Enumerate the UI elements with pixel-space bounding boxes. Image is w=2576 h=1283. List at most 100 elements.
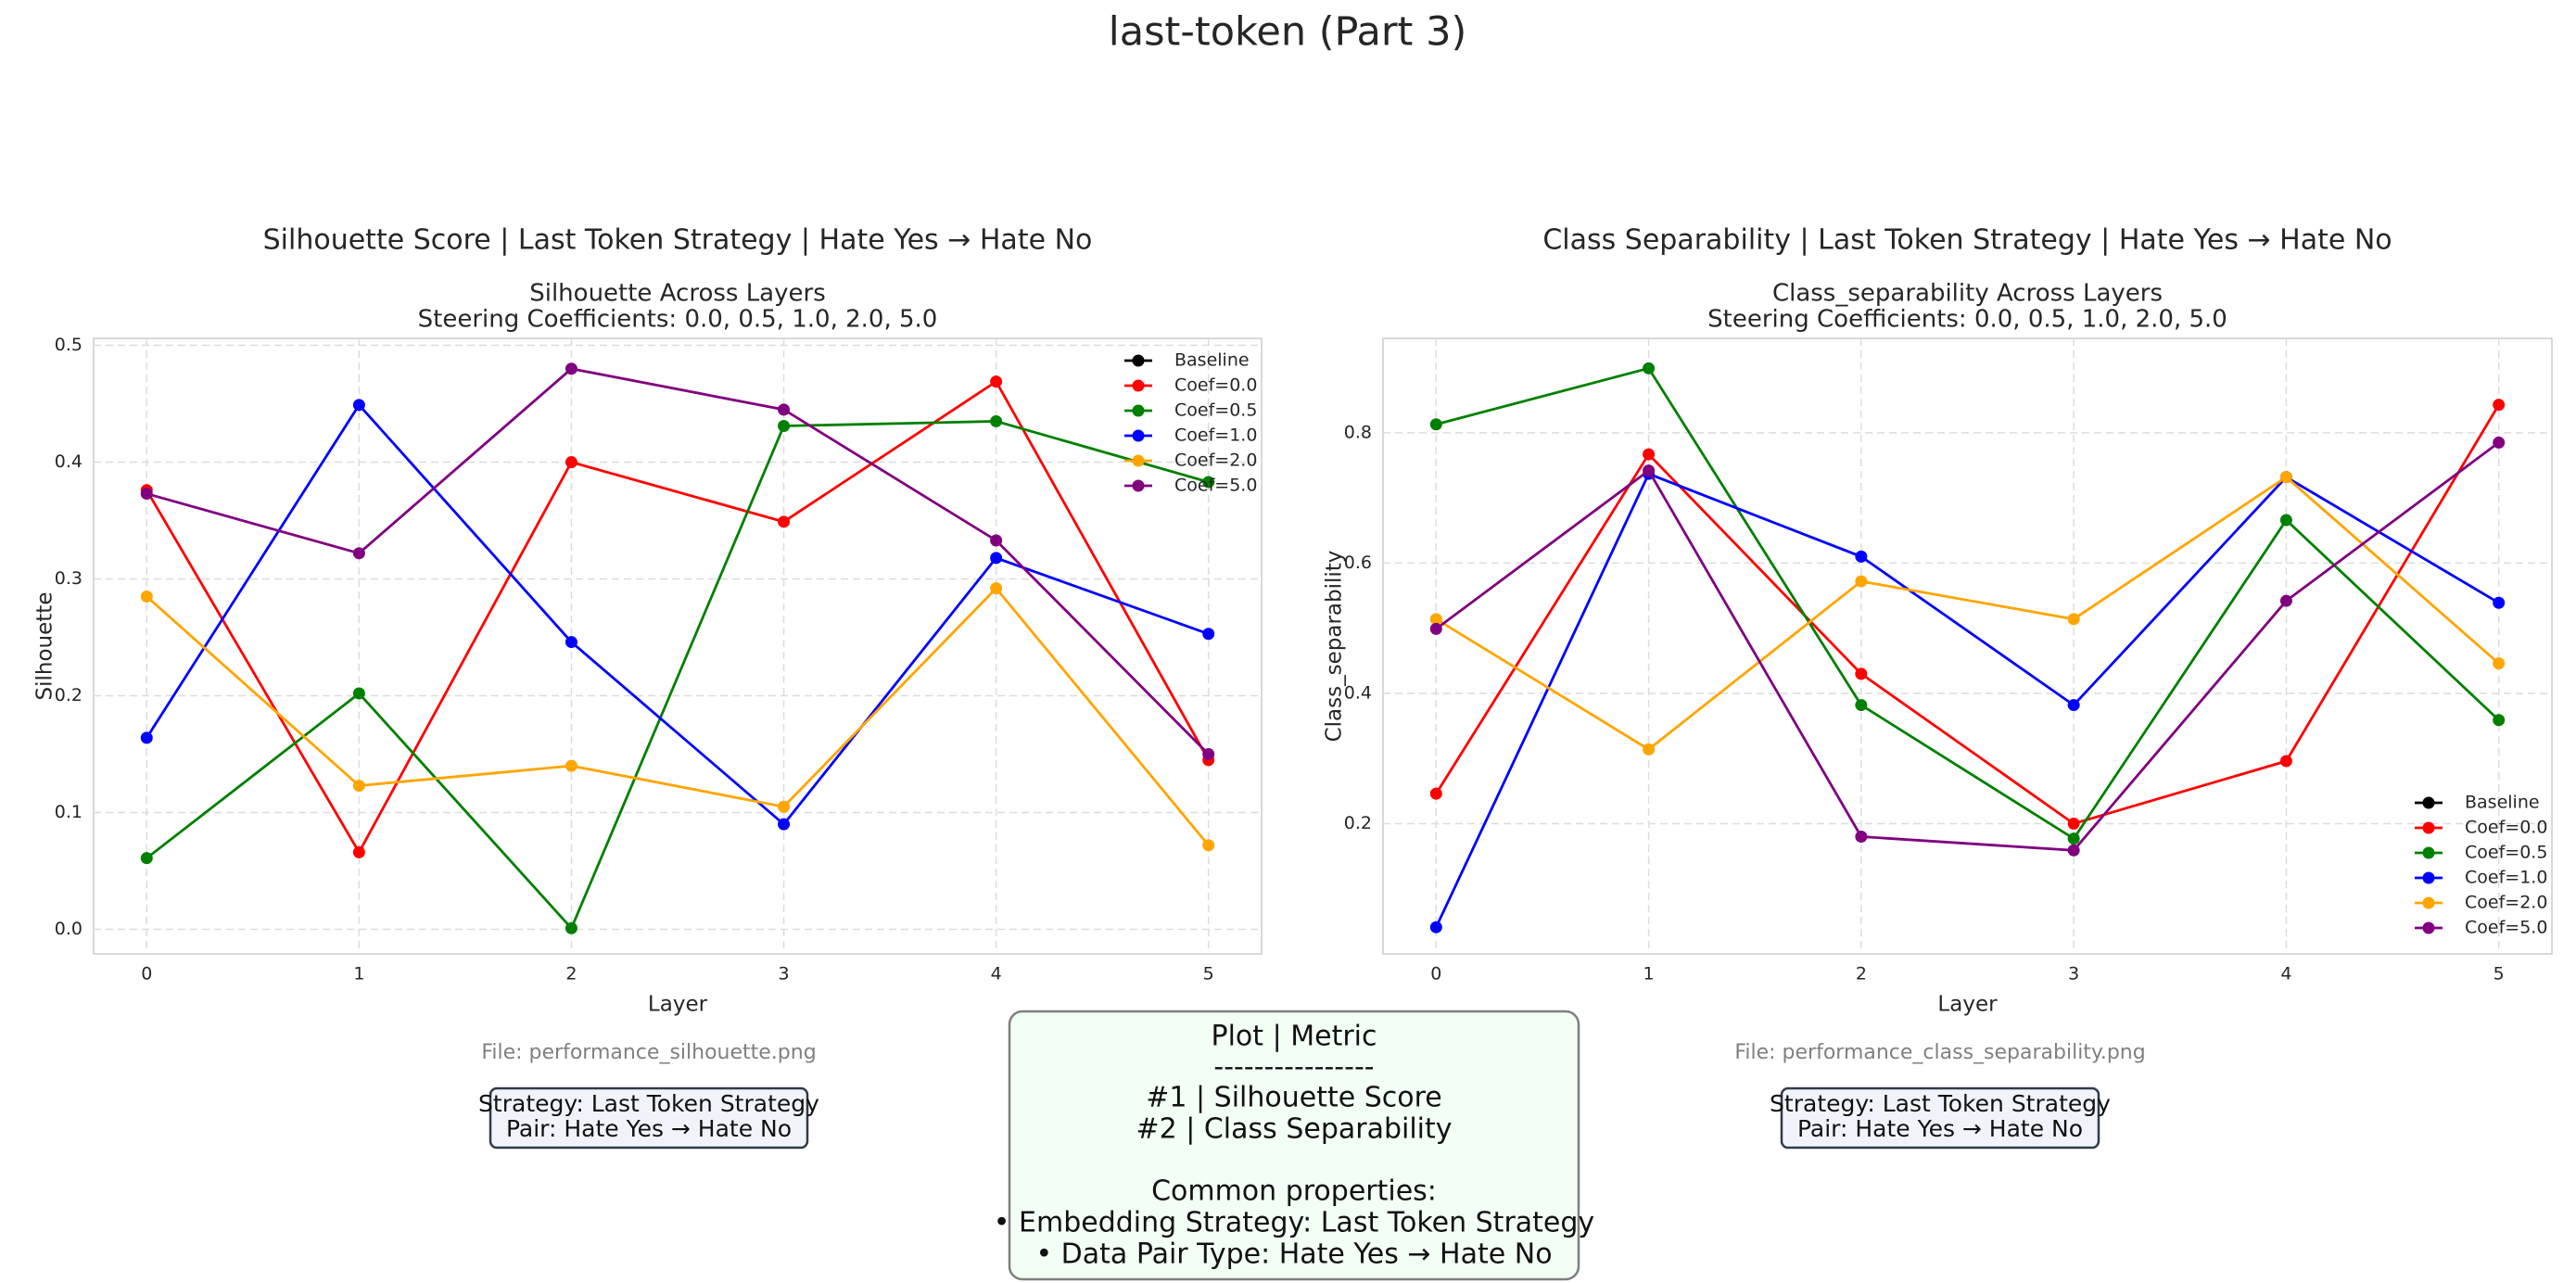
data-point [140, 852, 153, 865]
summary-line: ---------------- [1213, 1051, 1374, 1084]
data-point [352, 780, 365, 793]
y-axis-label: Silhouette [33, 592, 57, 701]
data-point [2493, 436, 2506, 449]
legend-marker [2422, 796, 2435, 809]
data-point [352, 845, 365, 858]
x-tick-label: 3 [2068, 964, 2079, 984]
data-point [565, 456, 577, 469]
series-line [146, 379, 1210, 856]
x-tick-label: 0 [1430, 964, 1441, 984]
data-point [2493, 657, 2506, 670]
series-line [1435, 472, 2500, 928]
data-point [778, 515, 791, 528]
data-point [778, 800, 791, 813]
data-point [1643, 448, 1656, 461]
data-point [1855, 550, 1868, 563]
legend-marker [2422, 921, 2435, 934]
legend-marker [2422, 871, 2435, 884]
x-axis-label: Layer [1937, 993, 1998, 1017]
data-point [2067, 699, 2080, 712]
data-point [352, 399, 365, 412]
data-point [1202, 476, 1215, 489]
summary-line: Common properties: [1151, 1175, 1437, 1208]
y-tick-label: 0.4 [55, 451, 82, 472]
legend-label: Baseline [2465, 793, 2540, 813]
info-box [1780, 1086, 2100, 1150]
series-line [146, 367, 1210, 756]
chart-title: Silhouette Score | Last Token Strategy |… [263, 224, 1093, 257]
y-tick-label: 0.0 [55, 919, 82, 939]
x-tick-label: 2 [565, 964, 577, 984]
series-line [1435, 366, 2500, 841]
data-point [2493, 596, 2506, 609]
data-point [1429, 622, 1442, 635]
legend-label: Coef=1.0 [1174, 426, 1257, 446]
data-point [1643, 464, 1656, 477]
y-tick-label: 0.6 [1344, 553, 1372, 573]
x-tick-label: 4 [2280, 964, 2291, 984]
data-point [1855, 699, 1868, 712]
data-point [2279, 594, 2292, 607]
series-line [1435, 403, 2500, 826]
data-point [2279, 471, 2292, 484]
data-point [778, 419, 791, 432]
data-point [2067, 613, 2080, 626]
data-point [2067, 832, 2080, 845]
x-tick-label: 5 [2494, 964, 2505, 984]
legend-label: Coef=5.0 [1174, 476, 1257, 496]
x-tick-label: 3 [778, 964, 789, 984]
summary-line: #2 | Class Separability [1136, 1113, 1452, 1146]
series-line [146, 402, 1210, 827]
x-axis-label: Layer [648, 993, 708, 1017]
data-point [1202, 628, 1215, 641]
x-tick-label: 4 [991, 964, 1002, 984]
legend-label: Coef=0.5 [1174, 400, 1257, 421]
legend-label: Coef=1.0 [2465, 868, 2547, 888]
data-point [1429, 613, 1442, 626]
x-tick-label: 1 [1643, 964, 1655, 984]
data-point [140, 590, 153, 603]
legend-marker [1132, 429, 1145, 442]
legend-label: Coef=0.0 [2465, 818, 2547, 838]
legend-label: Coef=5.0 [2465, 918, 2547, 938]
y-tick-label: 0.2 [55, 685, 82, 705]
legend-label: Baseline [1174, 350, 1250, 371]
summary-box [1008, 1010, 1580, 1281]
data-point [352, 687, 365, 700]
summary-line: Plot | Metric [1212, 1021, 1377, 1053]
data-point [1643, 362, 1656, 375]
data-point [1855, 575, 1868, 588]
chart-title: Class Separability | Last Token Strategy… [1542, 224, 2392, 257]
info-box [489, 1086, 809, 1150]
data-point [1429, 787, 1442, 800]
info-line: Pair: Hate Yes → Hate No [506, 1115, 792, 1142]
data-point [565, 759, 577, 772]
data-point [2493, 714, 2506, 727]
chart-subtitle: Steering Coefficients: 0.0, 0.5, 1.0, 2.… [418, 306, 938, 334]
data-point [140, 731, 153, 744]
chart-subtitle: Class_separability Across Layers [1772, 280, 2163, 308]
data-point [140, 488, 153, 501]
data-point [565, 636, 577, 649]
y-tick-label: 0.2 [1344, 813, 1372, 833]
y-tick-label: 0.5 [55, 335, 82, 355]
info-line: Strategy: Last Token Strategy [1770, 1090, 2111, 1117]
data-point [990, 414, 1003, 427]
info-line: Pair: Hate Yes → Hate No [1797, 1115, 2083, 1142]
legend-label: Coef=2.0 [1174, 451, 1257, 471]
x-tick-label: 5 [1203, 964, 1214, 984]
series-line [1435, 475, 2500, 752]
data-point [1202, 839, 1215, 852]
legend-marker [1132, 379, 1145, 392]
file-label: File: performance_silhouette.png [481, 1041, 816, 1064]
data-point [565, 362, 577, 375]
data-point [1429, 921, 1442, 934]
y-tick-label: 0.4 [1344, 682, 1372, 703]
data-point [1202, 748, 1215, 761]
data-point [990, 534, 1003, 547]
legend-marker [2422, 896, 2435, 909]
summary-line: • Data Pair Type: Hate Yes → Hate No [1035, 1239, 1552, 1271]
legend-marker [1132, 479, 1145, 492]
